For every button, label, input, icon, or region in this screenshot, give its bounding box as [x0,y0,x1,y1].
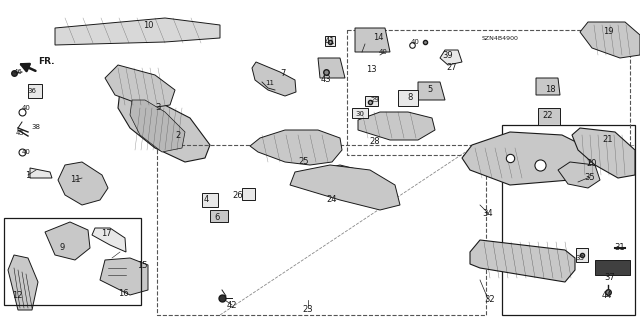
Text: 40: 40 [22,105,31,111]
Polygon shape [55,18,220,45]
Polygon shape [315,165,372,195]
Text: 30: 30 [355,111,365,117]
Text: FR.: FR. [38,57,54,66]
Text: 37: 37 [605,272,616,281]
Text: 36: 36 [28,88,36,94]
Text: 10: 10 [143,20,153,29]
Polygon shape [355,28,390,52]
Text: 1: 1 [26,170,31,180]
Text: 23: 23 [303,306,314,315]
Text: 42: 42 [227,300,237,309]
Polygon shape [202,193,218,207]
Polygon shape [252,62,296,96]
Text: 11: 11 [266,80,275,86]
Text: 3: 3 [156,103,161,113]
Text: 22: 22 [543,110,553,120]
Text: 21: 21 [603,136,613,145]
Polygon shape [92,228,126,252]
Polygon shape [538,108,560,125]
Text: 33: 33 [575,255,584,261]
Polygon shape [290,165,400,210]
Text: 26: 26 [233,190,243,199]
Polygon shape [130,100,185,152]
Polygon shape [28,84,42,98]
Bar [4,218,141,305]
Text: 7: 7 [280,69,285,78]
Text: 28: 28 [370,137,380,146]
Polygon shape [580,22,640,58]
Text: 40: 40 [411,39,419,45]
Text: 40: 40 [379,49,387,55]
Text: 32: 32 [484,294,495,303]
Polygon shape [462,132,590,185]
Polygon shape [572,128,635,178]
Text: 31: 31 [614,243,625,253]
Polygon shape [440,50,462,65]
Polygon shape [365,96,378,106]
Text: 17: 17 [100,229,111,239]
Text: 12: 12 [12,291,22,300]
Polygon shape [558,162,600,188]
Text: 24: 24 [327,196,337,204]
Polygon shape [576,248,588,262]
Polygon shape [242,188,255,200]
Text: 14: 14 [372,33,383,41]
Text: 11: 11 [70,175,80,184]
Text: 4: 4 [204,195,209,204]
Polygon shape [418,82,445,100]
Text: 46: 46 [13,69,22,75]
Polygon shape [118,85,210,162]
Text: SZN4B4900: SZN4B4900 [481,35,518,41]
Polygon shape [318,58,345,78]
Text: 2: 2 [175,130,180,139]
Text: 34: 34 [483,209,493,218]
Text: 6: 6 [214,213,220,222]
Polygon shape [398,90,418,106]
Polygon shape [250,130,342,165]
Bar [157,145,486,315]
Text: 9: 9 [60,243,65,253]
Text: 38: 38 [31,124,40,130]
Bar [347,30,630,155]
Text: 18: 18 [545,85,556,94]
Text: 41: 41 [324,38,335,47]
Polygon shape [58,162,108,205]
Text: 13: 13 [365,65,376,75]
Text: 20: 20 [587,159,597,167]
Text: 45: 45 [15,130,24,136]
Polygon shape [105,65,175,108]
Text: 19: 19 [603,27,613,36]
Polygon shape [470,240,575,282]
Bar [502,125,635,315]
Text: 8: 8 [407,93,413,101]
Text: 15: 15 [137,261,147,270]
Text: 35: 35 [585,173,595,182]
Polygon shape [325,36,335,46]
Text: 44: 44 [602,291,612,300]
Polygon shape [45,222,90,260]
Text: 5: 5 [428,85,433,94]
Polygon shape [352,108,368,118]
Polygon shape [30,168,52,178]
Polygon shape [358,112,435,140]
Polygon shape [210,210,228,222]
Text: 40: 40 [22,149,31,155]
Text: 27: 27 [447,63,458,72]
Polygon shape [595,260,630,275]
Polygon shape [8,255,38,310]
Polygon shape [536,78,560,95]
Polygon shape [100,258,148,295]
Text: 39: 39 [443,50,453,60]
Text: 29: 29 [371,97,380,103]
Text: 25: 25 [299,158,309,167]
Text: 43: 43 [321,76,332,85]
Text: 16: 16 [118,288,128,298]
